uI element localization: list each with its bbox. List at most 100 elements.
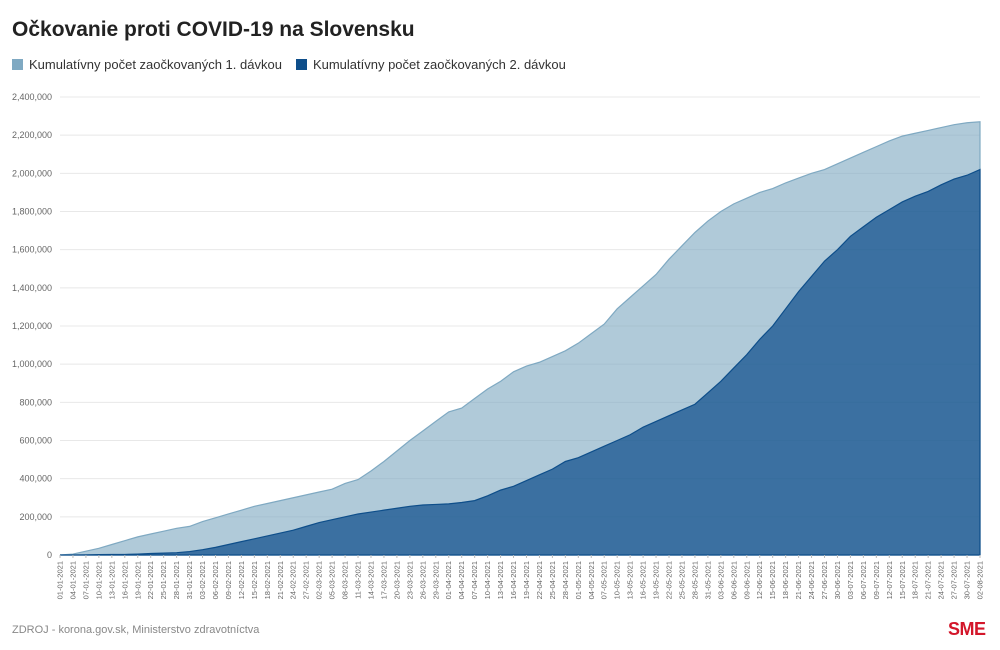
x-tick-label: 25-04-2021 [548, 561, 557, 599]
sme-logo[interactable]: SME [948, 619, 986, 639]
source-note: ZDROJ - korona.gov.sk, Ministerstvo zdra… [12, 624, 260, 636]
x-tick-label: 07-04-2021 [470, 561, 479, 599]
y-tick-label: 800,000 [19, 397, 52, 407]
x-tick-label: 01-01-2021 [56, 561, 65, 599]
x-tick-label: 17-03-2021 [379, 561, 388, 599]
x-tick-label: 12-02-2021 [237, 561, 246, 599]
x-tick-label: 09-07-2021 [872, 561, 881, 599]
x-tick-label: 25-05-2021 [677, 561, 686, 599]
page-title: Očkovanie proti COVID-19 na Slovensku [12, 18, 415, 41]
x-tick-label: 21-06-2021 [794, 561, 803, 599]
x-axis-ticks: 01-01-2021 04-01-2021 07-01-2021 10-01-2021… [56, 555, 985, 599]
y-tick-label: 2,400,000 [12, 92, 52, 102]
x-tick-label: 26-03-2021 [418, 561, 427, 599]
x-tick-label: 28-01-2021 [172, 561, 181, 599]
y-axis-ticks: 0 200,000 400,000 600,000 800,000 1,000,000 1,… [12, 92, 52, 560]
x-tick-label: 22-01-2021 [146, 561, 155, 599]
x-tick-label: 10-05-2021 [613, 561, 622, 599]
x-tick-label: 16-04-2021 [509, 561, 518, 599]
y-tick-label: 200,000 [19, 512, 52, 522]
x-tick-label: 04-04-2021 [457, 561, 466, 599]
x-tick-label: 21-07-2021 [924, 561, 933, 599]
x-tick-label: 06-02-2021 [211, 561, 220, 599]
x-tick-label: 03-07-2021 [846, 561, 855, 599]
y-tick-label: 1,000,000 [12, 359, 52, 369]
x-tick-label: 15-07-2021 [898, 561, 907, 599]
legend: Kumulatívny počet zaočkovaných 1. dávkou… [12, 57, 566, 72]
x-tick-label: 29-03-2021 [431, 561, 440, 599]
x-tick-label: 19-04-2021 [522, 561, 531, 599]
x-tick-label: 30-06-2021 [833, 561, 842, 599]
x-tick-label: 28-05-2021 [690, 561, 699, 599]
x-tick-label: 08-03-2021 [341, 561, 350, 599]
x-tick-label: 01-04-2021 [444, 561, 453, 599]
x-tick-label: 01-05-2021 [574, 561, 583, 599]
x-tick-label: 13-05-2021 [626, 561, 635, 599]
x-tick-label: 02-03-2021 [315, 561, 324, 599]
x-tick-label: 14-03-2021 [366, 561, 375, 599]
x-tick-label: 27-06-2021 [820, 561, 829, 599]
x-tick-label: 27-07-2021 [950, 561, 959, 599]
area-second-dose[interactable] [60, 168, 981, 556]
y-tick-label: 600,000 [19, 436, 52, 446]
y-tick-label: 0 [47, 550, 52, 560]
x-tick-label: 20-03-2021 [392, 561, 401, 599]
x-tick-label: 22-04-2021 [535, 561, 544, 599]
y-tick-label: 2,200,000 [12, 130, 52, 140]
x-tick-label: 21-02-2021 [276, 561, 285, 599]
x-tick-label: 09-02-2021 [224, 561, 233, 599]
chart-areas [59, 121, 981, 556]
y-tick-label: 1,800,000 [12, 207, 52, 217]
x-tick-label: 11-03-2021 [354, 561, 363, 599]
y-tick-label: 1,200,000 [12, 321, 52, 331]
x-tick-label: 19-05-2021 [652, 561, 661, 599]
x-tick-label: 18-07-2021 [911, 561, 920, 599]
x-tick-label: 23-03-2021 [405, 561, 414, 599]
x-tick-label: 13-01-2021 [107, 561, 116, 599]
x-tick-label: 06-07-2021 [859, 561, 868, 599]
y-tick-label: 400,000 [19, 474, 52, 484]
legend-swatch-first-dose [12, 59, 23, 70]
x-tick-label: 15-06-2021 [768, 561, 777, 599]
y-tick-label: 1,400,000 [12, 283, 52, 293]
legend-swatch-second-dose [295, 59, 307, 70]
x-tick-label: 02-08-2021 [976, 561, 985, 599]
x-tick-label: 19-01-2021 [133, 561, 142, 599]
legend-item-first-dose[interactable]: Kumulatívny počet zaočkovaných 1. dávkou [12, 57, 282, 72]
x-tick-label: 30-07-2021 [963, 561, 972, 599]
x-tick-label: 09-06-2021 [742, 561, 751, 599]
x-tick-label: 24-07-2021 [937, 561, 946, 599]
x-tick-label: 22-05-2021 [665, 561, 674, 599]
y-tick-label: 2,000,000 [12, 168, 52, 178]
x-tick-label: 15-02-2021 [250, 561, 259, 599]
x-tick-label: 03-06-2021 [716, 561, 725, 599]
x-tick-label: 10-01-2021 [94, 561, 103, 599]
x-tick-label: 28-04-2021 [561, 561, 570, 599]
x-tick-label: 13-04-2021 [496, 561, 505, 599]
legend-label-first-dose: Kumulatívny počet zaočkovaných 1. dávkou [29, 57, 282, 72]
x-tick-label: 03-02-2021 [198, 561, 207, 599]
x-tick-label: 24-06-2021 [807, 561, 816, 599]
x-tick-label: 31-05-2021 [703, 561, 712, 599]
x-tick-label: 04-05-2021 [587, 561, 596, 599]
legend-label-second-dose: Kumulatívny počet zaočkovaných 2. dávkou [312, 57, 566, 72]
x-tick-label: 07-05-2021 [600, 561, 609, 599]
x-tick-label: 16-01-2021 [120, 561, 129, 599]
x-tick-label: 04-01-2021 [68, 561, 77, 599]
x-tick-label: 06-06-2021 [729, 561, 738, 599]
x-tick-label: 12-07-2021 [885, 561, 894, 599]
x-tick-label: 16-05-2021 [639, 561, 648, 599]
y-tick-label: 1,600,000 [12, 245, 52, 255]
x-tick-label: 05-03-2021 [328, 561, 337, 599]
x-tick-label: 18-06-2021 [781, 561, 790, 599]
x-tick-label: 10-04-2021 [483, 561, 492, 599]
x-tick-label: 07-01-2021 [81, 561, 90, 599]
x-tick-label: 31-01-2021 [185, 561, 194, 599]
legend-item-second-dose[interactable]: Kumulatívny počet zaočkovaných 2. dávkou [295, 57, 566, 72]
x-tick-label: 18-02-2021 [263, 561, 272, 599]
x-tick-label: 27-02-2021 [302, 561, 311, 599]
x-tick-label: 12-06-2021 [755, 561, 764, 599]
x-tick-label: 24-02-2021 [289, 561, 298, 599]
x-tick-label: 25-01-2021 [159, 561, 168, 599]
